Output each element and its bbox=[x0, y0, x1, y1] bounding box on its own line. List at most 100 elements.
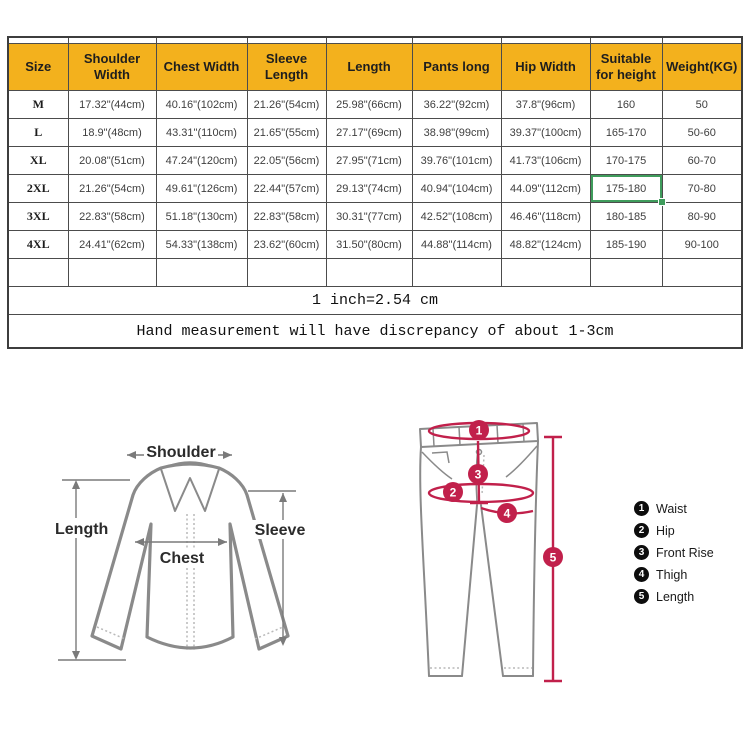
size-cell: 3XL bbox=[7, 202, 69, 231]
legend-bullet-3: 3 bbox=[634, 545, 649, 560]
table-cell: 90-100 bbox=[661, 230, 743, 259]
table-cell: 40.16"(102cm) bbox=[155, 90, 248, 119]
column-header-sleeve-length: Sleeve Length bbox=[246, 43, 327, 91]
column-header-suitable-height: Suitable for height bbox=[589, 43, 663, 91]
belt-loop bbox=[432, 428, 435, 447]
table-cell: 36.22"(92cm) bbox=[411, 90, 502, 119]
table-cell: 25.98"(66cm) bbox=[325, 90, 413, 119]
waist-marker-badge: 1 bbox=[469, 420, 489, 440]
table-cell: 27.17"(69cm) bbox=[325, 118, 413, 147]
pants-left-seam bbox=[419, 446, 430, 677]
column-header-weight: Weight(KG) bbox=[661, 43, 743, 91]
shirt-collar-top bbox=[167, 461, 213, 467]
legend-bullet-2: 2 bbox=[634, 523, 649, 538]
legend-item-hip: 2 Hip bbox=[634, 523, 714, 538]
column-header-size: Size bbox=[7, 43, 69, 91]
table-cell: 60-70 bbox=[661, 146, 743, 175]
hip-measure-line bbox=[427, 482, 535, 504]
table-cell: 21.65"(55cm) bbox=[246, 118, 327, 147]
inch-conversion-note: 1 inch=2.54 cm bbox=[7, 286, 743, 315]
pants-legend: 1 Waist 2 Hip 3 Front Rise 4 Thigh 5 Len… bbox=[634, 501, 714, 611]
legend-item-front-rise: 3 Front Rise bbox=[634, 545, 714, 560]
legend-bullet-4: 4 bbox=[634, 567, 649, 582]
chest-label: Chest bbox=[160, 550, 205, 567]
table-cell: 47.24"(120cm) bbox=[155, 146, 248, 175]
svg-text:2: 2 bbox=[450, 486, 457, 500]
sleeve-label-bg bbox=[251, 520, 309, 539]
table-cell: 22.83"(58cm) bbox=[246, 202, 327, 231]
pants-right-inseam bbox=[480, 504, 504, 677]
shirt-cuff-stitch bbox=[254, 626, 284, 640]
table-row-4xl: 4XL 24.41"(62cm) 54.33"(138cm) 23.62"(60… bbox=[7, 230, 743, 259]
shirt-collar bbox=[160, 468, 220, 512]
shirt-cuff-stitch bbox=[96, 626, 126, 640]
pants-left-inseam bbox=[461, 504, 478, 677]
table-row-2xl: 2XL 21.26"(54cm) 49.61"(126cm) 22.44"(57… bbox=[7, 174, 743, 203]
front-rise-marker-badge: 3 bbox=[468, 464, 488, 484]
shoulder-label: Shoulder bbox=[146, 444, 215, 461]
chest-label-bg bbox=[156, 548, 208, 566]
table-cell: 39.37"(100cm) bbox=[500, 118, 591, 147]
table-cell: 40.94"(104cm) bbox=[411, 174, 502, 203]
table-row-l: L 18.9"(48cm) 43.31"(110cm) 21.65"(55cm)… bbox=[7, 118, 743, 147]
pants-left-pocket bbox=[421, 451, 453, 480]
table-cell: 50 bbox=[661, 90, 743, 119]
table-row-xl: XL 20.08"(51cm) 47.24"(120cm) 22.05"(56c… bbox=[7, 146, 743, 175]
length-arrow bbox=[58, 479, 130, 661]
chest-arrow bbox=[135, 538, 227, 546]
table-cell: 165-170 bbox=[589, 118, 663, 147]
selection-handle bbox=[658, 198, 666, 206]
table-cell: 27.95"(71cm) bbox=[325, 146, 413, 175]
shirt-diagram: Shoulder Length Chest Sleeve bbox=[48, 442, 309, 661]
table-cell: 23.62"(60cm) bbox=[246, 230, 327, 259]
hand-measurement-note: Hand measurement will have discrepancy o… bbox=[7, 314, 743, 349]
table-row-3xl: 3XL 22.83"(58cm) 51.18"(130cm) 22.83"(58… bbox=[7, 202, 743, 231]
svg-text:5: 5 bbox=[550, 551, 557, 565]
thigh-marker-badge: 4 bbox=[497, 503, 517, 523]
length-marker-badge: 5 bbox=[543, 547, 563, 567]
svg-text:4: 4 bbox=[504, 507, 511, 521]
svg-text:1: 1 bbox=[476, 424, 483, 438]
table-cell: 44.09"(112cm) bbox=[500, 174, 591, 203]
table-cell: 51.18"(130cm) bbox=[155, 202, 248, 231]
hand-note-row: Hand measurement will have discrepancy o… bbox=[7, 314, 743, 349]
column-header-chest-width: Chest Width bbox=[155, 43, 248, 91]
size-cell: XL bbox=[7, 146, 69, 175]
table-cell: 29.13"(74cm) bbox=[325, 174, 413, 203]
table-cell: 18.9"(48cm) bbox=[67, 118, 157, 147]
sleeve-arrow bbox=[248, 490, 296, 646]
legend-bullet-1: 1 bbox=[634, 501, 649, 516]
column-header-hip-width: Hip Width bbox=[500, 43, 591, 91]
empty-row bbox=[7, 258, 743, 287]
table-cell: 41.73"(106cm) bbox=[500, 146, 591, 175]
table-cell: 42.52"(108cm) bbox=[411, 202, 502, 231]
pants-diagram: 1 2 3 4 5 bbox=[419, 420, 563, 683]
pants-right-seam bbox=[532, 440, 539, 677]
table-cell: 43.31"(110cm) bbox=[155, 118, 248, 147]
shirt-length-label: Length bbox=[55, 521, 108, 538]
legend-item-length: 5 Length bbox=[634, 589, 714, 604]
shoulder-label-bg bbox=[144, 442, 218, 460]
table-cell: 21.26"(54cm) bbox=[246, 90, 327, 119]
table-cell: 48.82"(124cm) bbox=[500, 230, 591, 259]
table-cell: 21.26"(54cm) bbox=[67, 174, 157, 203]
table-cell: 46.46"(118cm) bbox=[500, 202, 591, 231]
hip-marker-badge: 2 bbox=[443, 482, 463, 502]
table-cell: 44.88"(114cm) bbox=[411, 230, 502, 259]
size-cell: M bbox=[7, 90, 69, 119]
table-cell: 50-60 bbox=[661, 118, 743, 147]
table-cell: 54.33"(138cm) bbox=[155, 230, 248, 259]
table-cell: 49.61"(126cm) bbox=[155, 174, 248, 203]
pants-fly-stitch bbox=[481, 454, 485, 496]
column-header-length: Length bbox=[325, 43, 413, 91]
table-cell: 170-175 bbox=[589, 146, 663, 175]
table-cell: 17.32"(44cm) bbox=[67, 90, 157, 119]
column-header-shoulder-width: Shoulder Width bbox=[67, 43, 157, 91]
table-cell: 39.76"(101cm) bbox=[411, 146, 502, 175]
legend-label: Hip bbox=[656, 523, 675, 538]
table-cell: 185-190 bbox=[589, 230, 663, 259]
table-cell: 30.31"(77cm) bbox=[325, 202, 413, 231]
belt-loop bbox=[458, 426, 461, 446]
belt-loop bbox=[496, 424, 499, 444]
table-cell: 22.44"(57cm) bbox=[246, 174, 327, 203]
